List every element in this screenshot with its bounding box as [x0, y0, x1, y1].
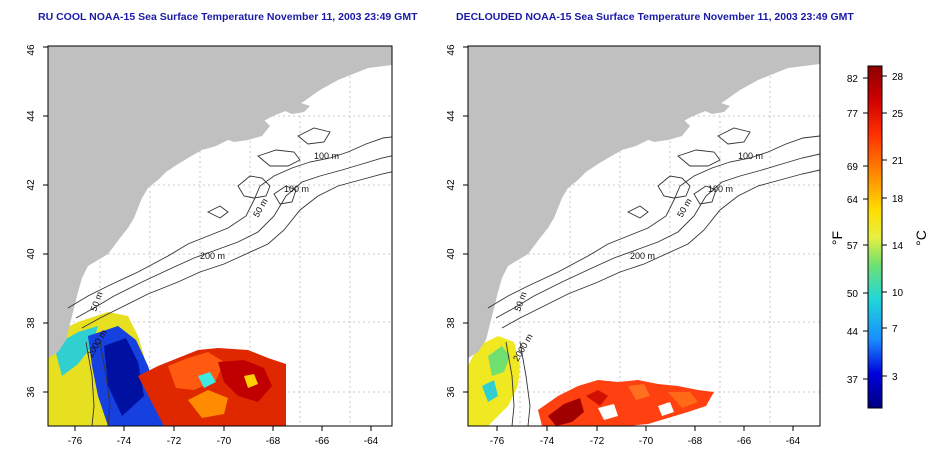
left-x-tick-68: -68 — [266, 436, 281, 447]
left-map-title: RU COOL NOAA-15 Sea Surface Temperature … — [38, 11, 418, 23]
colorbar-c-tick: 3 — [892, 372, 898, 383]
colorbar-gradient — [867, 65, 883, 409]
colorbar-c-tick: 7 — [892, 324, 898, 335]
left-contour-label-200m: 200 m — [200, 251, 225, 261]
right-x-tick-76: -76 — [490, 436, 505, 447]
right-y-tick-42: 42 — [446, 179, 457, 191]
left-y-tick-46: 46 — [26, 44, 37, 56]
colorbar-c-tick: 18 — [892, 194, 904, 205]
colorbar-f-tick: 64 — [847, 195, 859, 206]
right-y-tick-36: 36 — [446, 386, 457, 398]
left-x-tick-70: -70 — [217, 436, 232, 447]
left-contour-label-100m-b: 100 m — [284, 184, 309, 194]
left-y-tick-36: 36 — [26, 386, 37, 398]
left-x-tick-76: -76 — [68, 436, 83, 447]
right-x-tick-68: -68 — [688, 436, 703, 447]
colorbar-f-tick: 37 — [847, 375, 859, 386]
left-map: 100 m 100 m 50 m 200 m 50 m 2000 m -76 — [26, 44, 393, 447]
left-x-tick-74: -74 — [117, 436, 132, 447]
left-y-tick-44: 44 — [26, 110, 37, 122]
right-y-tick-46: 46 — [446, 44, 457, 56]
right-contour-label-100m-a: 100 m — [738, 151, 763, 161]
colorbar-fahrenheit-label: °F — [829, 231, 845, 245]
colorbar-c-tick: 28 — [892, 72, 904, 83]
right-map-title: DECLOUDED NOAA-15 Sea Surface Temperatur… — [456, 11, 854, 23]
colorbar-f-tick: 50 — [847, 289, 859, 300]
colorbar-c-tick: 14 — [892, 241, 904, 252]
colorbar-c-tick: 25 — [892, 109, 904, 120]
left-y-tick-40: 40 — [26, 248, 37, 260]
right-map: 100 m 100 m 50 m 200 m 50 m 2000 m -76 -… — [446, 44, 821, 447]
right-x-tick-74: -74 — [540, 436, 555, 447]
right-sst-patches — [468, 336, 714, 426]
right-x-tick-70: -70 — [639, 436, 654, 447]
right-contour-label-100m-b: 100 m — [708, 184, 733, 194]
colorbar-f-tick: 82 — [847, 74, 859, 85]
right-x-tick-66: -66 — [737, 436, 752, 447]
colorbar-c-tick: 21 — [892, 156, 904, 167]
left-contour-label-100m-a: 100 m — [314, 151, 339, 161]
colorbar-f-tick: 57 — [847, 241, 859, 252]
right-contour-label-200m: 200 m — [630, 251, 655, 261]
left-x-tick-72: -72 — [167, 436, 182, 447]
left-y-tick-38: 38 — [26, 317, 37, 329]
colorbar: 82 77 69 64 57 50 44 37 28 25 21 18 14 1… — [829, 65, 929, 409]
right-y-tick-38: 38 — [446, 317, 457, 329]
colorbar-f-tick: 69 — [847, 162, 859, 173]
right-x-tick-64: -64 — [786, 436, 801, 447]
colorbar-celsius-label: °C — [913, 230, 929, 246]
colorbar-f-tick: 44 — [847, 327, 859, 338]
left-sst-swath — [48, 312, 286, 426]
right-y-tick-40: 40 — [446, 248, 457, 260]
colorbar-f-tick: 77 — [847, 109, 859, 120]
left-y-tick-42: 42 — [26, 179, 37, 191]
left-x-tick-66: -66 — [315, 436, 330, 447]
left-x-tick-64: -64 — [364, 436, 379, 447]
right-y-tick-44: 44 — [446, 110, 457, 122]
right-x-tick-72: -72 — [590, 436, 605, 447]
colorbar-c-tick: 10 — [892, 288, 904, 299]
